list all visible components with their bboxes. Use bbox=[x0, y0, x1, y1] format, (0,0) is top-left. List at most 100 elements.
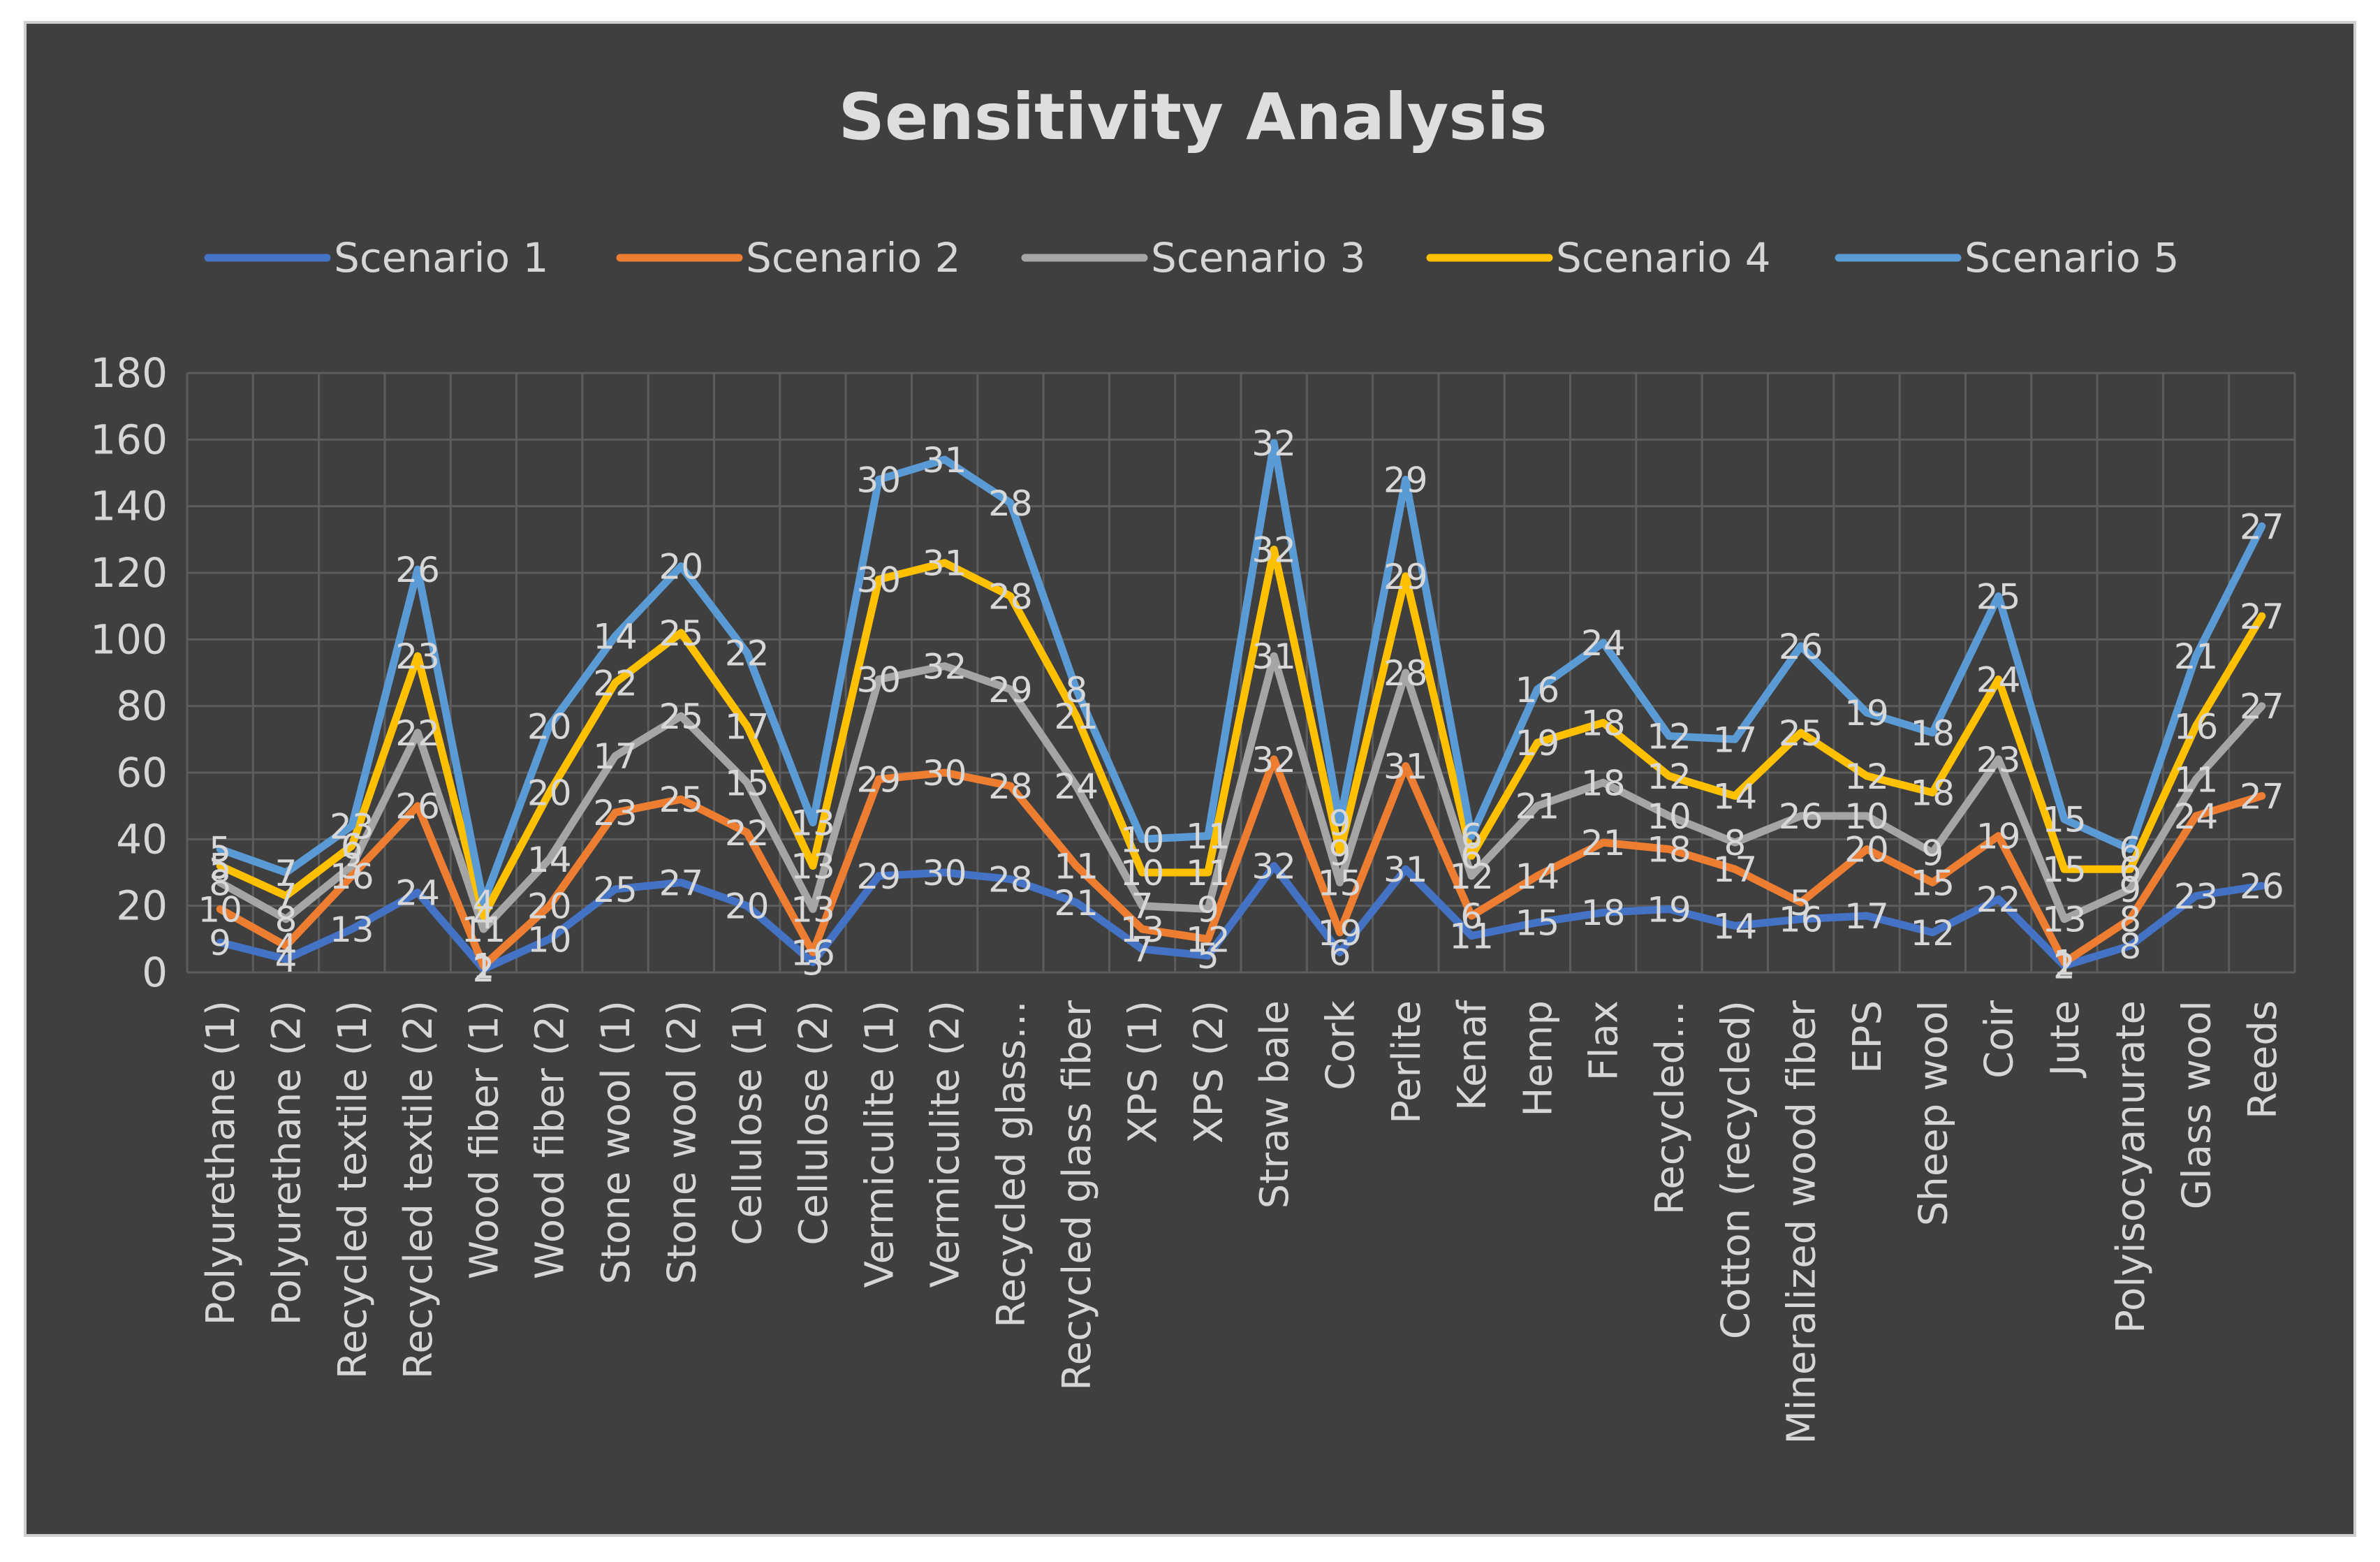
series-line-4 bbox=[216, 546, 2266, 920]
x-tick-label: Reeds bbox=[2240, 1000, 2286, 1119]
y-tick-label: 180 bbox=[90, 349, 168, 397]
data-label: 12 bbox=[1647, 717, 1691, 757]
data-label: 27 bbox=[2240, 687, 2284, 727]
data-label: 13 bbox=[791, 889, 835, 930]
data-label: 17 bbox=[1713, 849, 1758, 890]
data-label: 6 bbox=[1329, 933, 1351, 973]
series-line-5 bbox=[216, 439, 2266, 907]
data-label: 8 bbox=[2119, 900, 2141, 940]
data-label: 10 bbox=[527, 919, 572, 960]
y-tick-label: 40 bbox=[116, 815, 168, 863]
data-label: 10 bbox=[1647, 796, 1691, 837]
data-label: 4 bbox=[275, 926, 298, 967]
data-label: 12 bbox=[1647, 757, 1691, 797]
x-tick-label: Stone wool (2) bbox=[659, 1000, 705, 1285]
data-label: 6 bbox=[341, 826, 363, 867]
data-label: 31 bbox=[1251, 636, 1296, 677]
data-label: 8 bbox=[275, 900, 298, 940]
data-label: 9 bbox=[209, 923, 231, 963]
data-label: 23 bbox=[2174, 876, 2219, 917]
x-tick-label: Cotton (recycled) bbox=[1713, 1000, 1758, 1339]
data-label: 5 bbox=[1790, 883, 1812, 924]
data-label: 30 bbox=[856, 560, 901, 601]
data-label: 14 bbox=[1713, 906, 1758, 947]
data-label: 17 bbox=[593, 736, 638, 777]
data-label: 21 bbox=[1054, 696, 1099, 737]
data-label: 15 bbox=[2042, 849, 2087, 890]
data-label: 26 bbox=[395, 787, 440, 827]
data-label: 20 bbox=[725, 886, 770, 927]
x-tick-label: Perlite bbox=[1384, 1000, 1430, 1124]
data-label: 27 bbox=[659, 863, 704, 903]
legend-label: Scenario 1 bbox=[334, 234, 548, 282]
data-label: 15 bbox=[725, 763, 770, 803]
data-label: 25 bbox=[1976, 576, 2021, 617]
data-label: 29 bbox=[856, 856, 901, 897]
y-tick-label: 100 bbox=[90, 615, 168, 663]
x-tick-label: Wood fiber (1) bbox=[462, 1000, 507, 1279]
data-label: 29 bbox=[856, 760, 901, 801]
x-tick-label: Jute bbox=[2043, 1000, 2088, 1078]
x-tick-label: Recycled textile (1) bbox=[330, 1000, 376, 1379]
x-tick-label: Vermiculite (1) bbox=[857, 1000, 902, 1288]
data-label: 24 bbox=[2174, 796, 2219, 837]
data-label: 12 bbox=[1844, 757, 1889, 797]
data-label: 25 bbox=[659, 613, 704, 654]
data-label: 7 bbox=[275, 853, 298, 893]
data-label: 32 bbox=[923, 646, 967, 687]
data-label: 6 bbox=[2119, 849, 2141, 890]
x-tick-label: Vermiculite (2) bbox=[923, 1000, 969, 1288]
x-tick-label: Polyurethane (1) bbox=[198, 1000, 244, 1325]
series-line-3 bbox=[216, 652, 2266, 933]
data-label: 23 bbox=[330, 806, 374, 847]
data-label: 16 bbox=[330, 856, 374, 897]
data-label: 24 bbox=[1581, 623, 1626, 664]
data-label: 2 bbox=[2053, 946, 2076, 986]
data-label: 4 bbox=[473, 896, 495, 937]
x-tick-label: Coir bbox=[1977, 1000, 2022, 1079]
data-label: 13 bbox=[791, 846, 835, 886]
data-label: 19 bbox=[1647, 889, 1691, 930]
x-tick-label: Recycled textile (2) bbox=[396, 1000, 441, 1379]
y-axis: 0 20 40 60 80 100 120 140 160 180 bbox=[90, 349, 168, 996]
y-tick-label: 120 bbox=[90, 549, 168, 597]
data-label: 9 bbox=[1329, 833, 1351, 873]
data-label: 15 bbox=[1515, 903, 1560, 944]
x-tick-label: Stone wool (1) bbox=[594, 1000, 639, 1285]
x-tick-label: Polyurethane (2) bbox=[264, 1000, 309, 1325]
data-label: 16 bbox=[791, 933, 835, 973]
data-label: 23 bbox=[1976, 740, 2021, 780]
x-tick-label: Cork bbox=[1318, 1000, 1363, 1090]
data-label: 12 bbox=[1449, 856, 1494, 897]
x-tick-label: Hemp bbox=[1515, 1000, 1561, 1117]
data-label: 23 bbox=[395, 636, 440, 677]
data-label: 1 bbox=[2053, 943, 2076, 984]
data-label: 31 bbox=[923, 440, 967, 481]
data-label: 9 bbox=[1197, 889, 1219, 930]
data-label: 10 bbox=[1120, 819, 1165, 860]
series-line-1 bbox=[216, 862, 2266, 973]
data-label: 10 bbox=[1120, 853, 1165, 893]
data-label: 2 bbox=[473, 949, 495, 990]
data-label: 19 bbox=[1976, 817, 2021, 857]
data-label: 32 bbox=[1251, 846, 1296, 886]
data-label: 22 bbox=[395, 713, 440, 754]
data-label: 25 bbox=[1779, 713, 1823, 754]
data-label: 20 bbox=[527, 706, 572, 747]
data-label: 31 bbox=[1383, 746, 1428, 787]
data-label: 22 bbox=[1976, 879, 2021, 920]
data-label: 8 bbox=[2119, 926, 2141, 967]
data-label: 30 bbox=[923, 853, 967, 893]
y-tick-label: 140 bbox=[90, 483, 168, 530]
x-tick-label: XPS (1) bbox=[1121, 1000, 1166, 1144]
data-label: 17 bbox=[725, 706, 770, 747]
x-tick-label: Recycled… bbox=[1647, 1000, 1693, 1215]
data-label: 14 bbox=[527, 840, 572, 880]
data-label: 30 bbox=[856, 660, 901, 701]
data-label: 28 bbox=[1383, 653, 1428, 694]
data-label: 10 bbox=[198, 889, 242, 930]
x-tick-label: Glass wool bbox=[2175, 1000, 2220, 1209]
data-label: 16 bbox=[1779, 900, 1823, 940]
data-label: 13 bbox=[2042, 900, 2087, 940]
